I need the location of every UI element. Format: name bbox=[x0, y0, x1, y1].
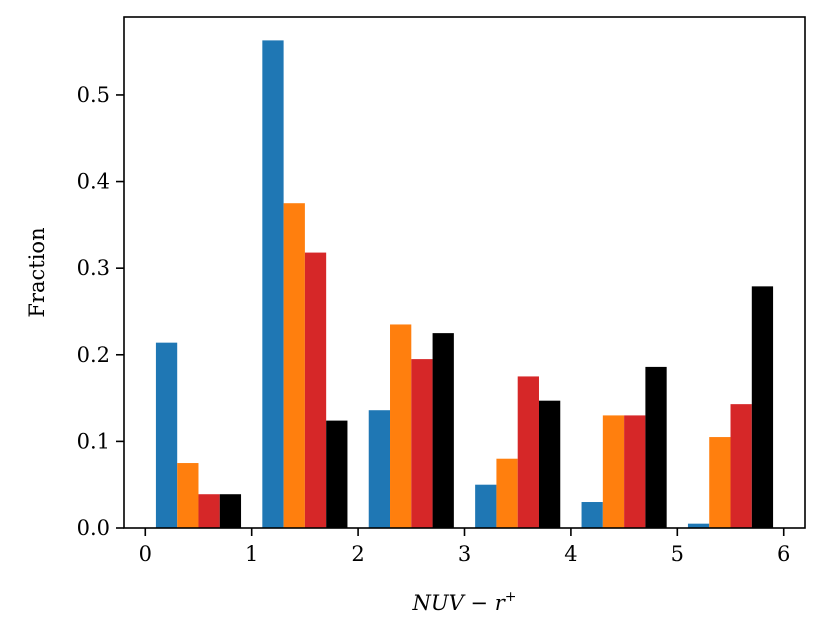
y-tick-label: 0.5 bbox=[77, 83, 110, 107]
x-tick-label: 0 bbox=[139, 542, 152, 566]
bar bbox=[155, 342, 178, 528]
bar bbox=[368, 410, 391, 528]
x-axis-label-part: − bbox=[464, 591, 495, 615]
bar bbox=[645, 366, 667, 528]
y-axis-ticks: 0.0 0.1 0.2 0.3 0.4 0.5 bbox=[77, 83, 124, 540]
bar bbox=[219, 494, 242, 528]
bar bbox=[581, 502, 603, 528]
bar bbox=[432, 333, 454, 528]
bar bbox=[496, 458, 518, 528]
x-tick-label: 6 bbox=[777, 542, 790, 566]
x-tick-label: 3 bbox=[458, 542, 471, 566]
bar bbox=[177, 463, 199, 528]
bar bbox=[283, 203, 305, 529]
bar bbox=[390, 324, 412, 528]
x-axis-label-part: r bbox=[495, 591, 507, 615]
y-tick-label: 0.0 bbox=[77, 516, 110, 540]
bar bbox=[751, 286, 774, 528]
plot-frame bbox=[123, 16, 806, 529]
y-tick-label: 0.2 bbox=[77, 343, 110, 367]
bar bbox=[475, 484, 497, 528]
bar bbox=[730, 404, 752, 528]
bar bbox=[687, 523, 710, 528]
x-tick-label: 1 bbox=[245, 542, 258, 566]
bar bbox=[517, 376, 539, 528]
y-tick-label: 0.3 bbox=[77, 256, 110, 280]
bar bbox=[624, 415, 646, 528]
y-tick-label: 0.4 bbox=[77, 170, 110, 194]
bar bbox=[326, 420, 348, 528]
bar bbox=[411, 359, 433, 528]
x-tick-label: 4 bbox=[564, 542, 577, 566]
bar bbox=[709, 437, 731, 528]
x-axis-label-part: NUV bbox=[412, 591, 466, 615]
bars-group bbox=[155, 40, 774, 529]
x-axis-ticks: 0 1 2 3 4 5 6 bbox=[139, 528, 790, 566]
bar bbox=[538, 400, 561, 528]
x-tick-label: 5 bbox=[671, 542, 684, 566]
bar bbox=[304, 252, 327, 529]
bar bbox=[262, 40, 284, 529]
y-axis-label: Fraction bbox=[25, 227, 49, 317]
bar bbox=[198, 494, 220, 528]
x-axis-label: NUV − r+ bbox=[412, 589, 517, 615]
x-axis-label-superscript: + bbox=[505, 589, 517, 605]
y-tick-label: 0.1 bbox=[77, 429, 110, 453]
x-tick-label: 2 bbox=[351, 542, 364, 566]
bar bbox=[602, 415, 625, 528]
